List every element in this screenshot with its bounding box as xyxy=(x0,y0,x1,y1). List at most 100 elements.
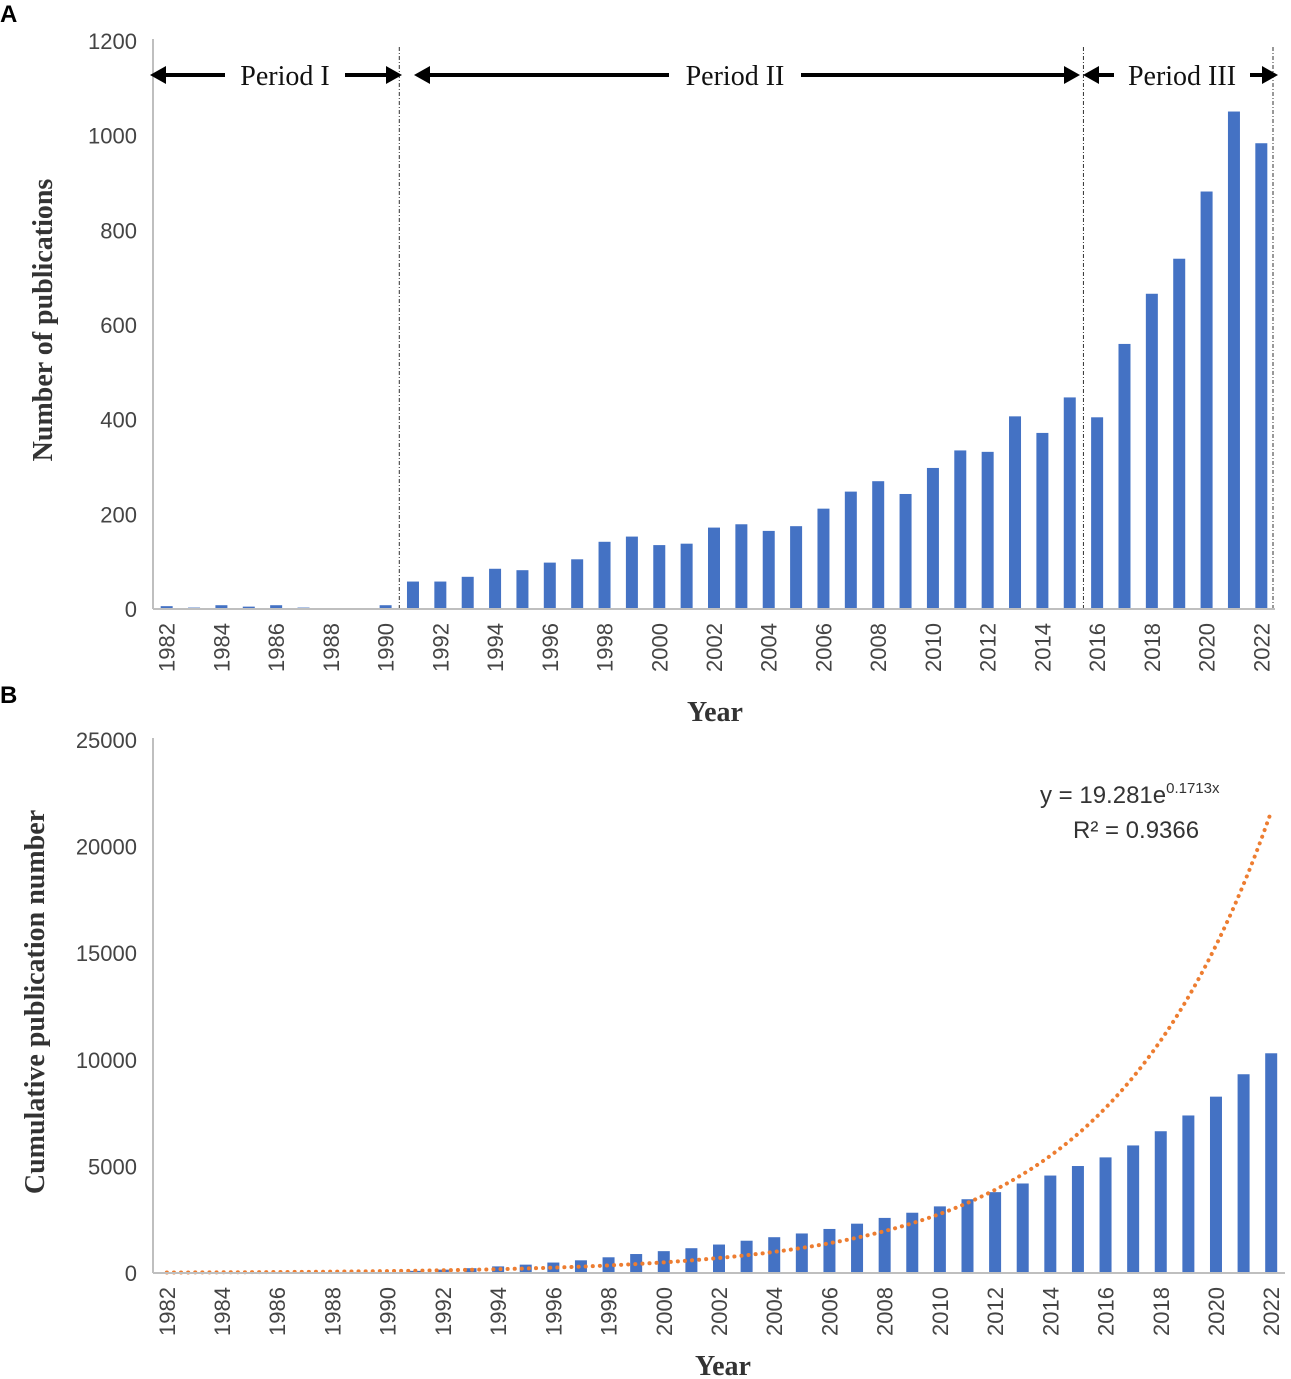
bar-2006 xyxy=(823,1228,836,1273)
bar-2013 xyxy=(1009,416,1022,609)
period-arrow-2: Period II xyxy=(414,61,1080,92)
x-axis-title-b: Year xyxy=(695,1351,751,1379)
y-tick-1000: 1000 xyxy=(88,124,137,149)
bar-2006 xyxy=(817,508,830,609)
bar-2021 xyxy=(1237,1074,1250,1273)
x-tick-1994: 1994 xyxy=(483,623,508,672)
arrow-head-left xyxy=(414,66,430,84)
x-tick-2012: 2012 xyxy=(983,1287,1008,1336)
bar-1982 xyxy=(160,606,173,609)
bar-2003 xyxy=(735,524,748,609)
bar-1994 xyxy=(489,568,502,609)
axes-b xyxy=(152,738,1285,1274)
x-tick-1982: 1982 xyxy=(155,623,180,672)
bar-2017 xyxy=(1127,1145,1140,1273)
x-tick-2022: 2022 xyxy=(1249,623,1274,672)
bar-1990 xyxy=(379,605,392,609)
trendline-equation: y = 19.281e0.1713x xyxy=(1040,780,1220,809)
bar-2001 xyxy=(680,543,693,609)
y-tick-25000: 25000 xyxy=(76,728,137,753)
panel-label-a: A xyxy=(0,1,17,28)
bar-1999 xyxy=(625,536,638,609)
bar-1995 xyxy=(519,1264,532,1273)
bar-series-a xyxy=(160,111,1268,610)
x-tick-labels-b: 1982 1984 1986 1988 1990 1992 1994 1996 1998 2000… xyxy=(155,1287,1284,1336)
y-axis-title-b: Cumulative publication number xyxy=(20,810,51,1194)
x-tick-2014: 2014 xyxy=(1038,1287,1063,1336)
bar-2012 xyxy=(981,451,994,609)
x-tick-1994: 1994 xyxy=(486,1287,511,1336)
bar-2014 xyxy=(1044,1175,1057,1273)
bar-2018 xyxy=(1145,293,1158,609)
x-tick-1998: 1998 xyxy=(597,1287,622,1336)
bar-1991 xyxy=(406,581,419,609)
x-tick-1984: 1984 xyxy=(210,1287,235,1336)
y-tick-800: 800 xyxy=(100,218,137,243)
x-tick-1996: 1996 xyxy=(541,1287,566,1336)
x-tick-1982: 1982 xyxy=(155,1287,180,1336)
bar-2020 xyxy=(1200,191,1213,609)
bar-2013 xyxy=(1016,1183,1029,1273)
period-label-2: Period II xyxy=(686,61,785,92)
arrow-head-right xyxy=(386,66,402,84)
x-tick-1992: 1992 xyxy=(431,1287,456,1336)
arrow-head-left xyxy=(150,66,166,84)
x-tick-1986: 1986 xyxy=(264,623,289,672)
bar-2005 xyxy=(790,526,803,609)
x-tick-2006: 2006 xyxy=(817,1287,842,1336)
bar-1997 xyxy=(571,559,584,609)
bar-1994 xyxy=(492,1266,505,1273)
trendline-equation-base: y = 19.281e xyxy=(1040,782,1166,809)
bar-1986 xyxy=(270,605,283,609)
period-annotations: Period I Period II Period III xyxy=(150,61,1278,92)
bar-2022 xyxy=(1265,1053,1278,1273)
x-tick-1992: 1992 xyxy=(428,623,453,672)
x-tick-2006: 2006 xyxy=(812,623,837,672)
x-tick-2014: 2014 xyxy=(1030,623,1055,672)
y-tick-0: 0 xyxy=(125,1261,137,1286)
bar-2011 xyxy=(954,450,967,609)
x-tick-2008: 2008 xyxy=(873,1287,898,1336)
y-tick-400: 400 xyxy=(100,408,137,433)
bar-2009 xyxy=(906,1212,919,1273)
bar-1985 xyxy=(242,606,255,609)
bar-2010 xyxy=(933,1206,946,1274)
x-tick-1996: 1996 xyxy=(538,623,563,672)
x-tick-2010: 2010 xyxy=(928,1287,953,1336)
y-tick-200: 200 xyxy=(100,502,137,527)
bar-2022 xyxy=(1255,143,1268,610)
axes-a xyxy=(152,39,1275,610)
bar-1996 xyxy=(547,1262,560,1273)
x-tick-2000: 2000 xyxy=(647,623,672,672)
x-tick-1998: 1998 xyxy=(593,623,618,672)
bar-1993 xyxy=(461,576,474,609)
bar-2009 xyxy=(899,493,912,609)
y-tick-1200: 1200 xyxy=(88,29,137,54)
x-tick-1984: 1984 xyxy=(209,623,234,672)
x-tick-2020: 2020 xyxy=(1204,1287,1229,1336)
y-tick-0: 0 xyxy=(125,597,137,622)
trendline-path xyxy=(164,809,1274,1275)
x-tick-2020: 2020 xyxy=(1195,623,1220,672)
y-tick-labels-a: 0 200 400 600 800 1000 1200 xyxy=(88,29,137,622)
bar-2018 xyxy=(1154,1131,1167,1273)
bar-2012 xyxy=(989,1192,1002,1273)
panel-label-b: B xyxy=(0,682,17,709)
bar-1998 xyxy=(598,541,611,609)
bar-2007 xyxy=(844,491,857,609)
y-tick-10000: 10000 xyxy=(76,1048,137,1073)
arrow-head-right xyxy=(1262,66,1278,84)
bar-2008 xyxy=(878,1217,891,1273)
y-tick-5000: 5000 xyxy=(88,1154,137,1179)
x-tick-labels-a: 1982 1984 1986 1988 1990 1992 1994 1996 1998 2000… xyxy=(155,623,1275,672)
x-tick-1988: 1988 xyxy=(319,623,344,672)
bar-2019 xyxy=(1173,258,1186,609)
x-tick-2004: 2004 xyxy=(762,1287,787,1336)
x-tick-1988: 1988 xyxy=(321,1287,346,1336)
x-axis-title-a: Year xyxy=(687,697,743,728)
bar-2017 xyxy=(1118,343,1131,609)
bar-2000 xyxy=(653,545,666,609)
bar-series-b xyxy=(160,1053,1278,1274)
